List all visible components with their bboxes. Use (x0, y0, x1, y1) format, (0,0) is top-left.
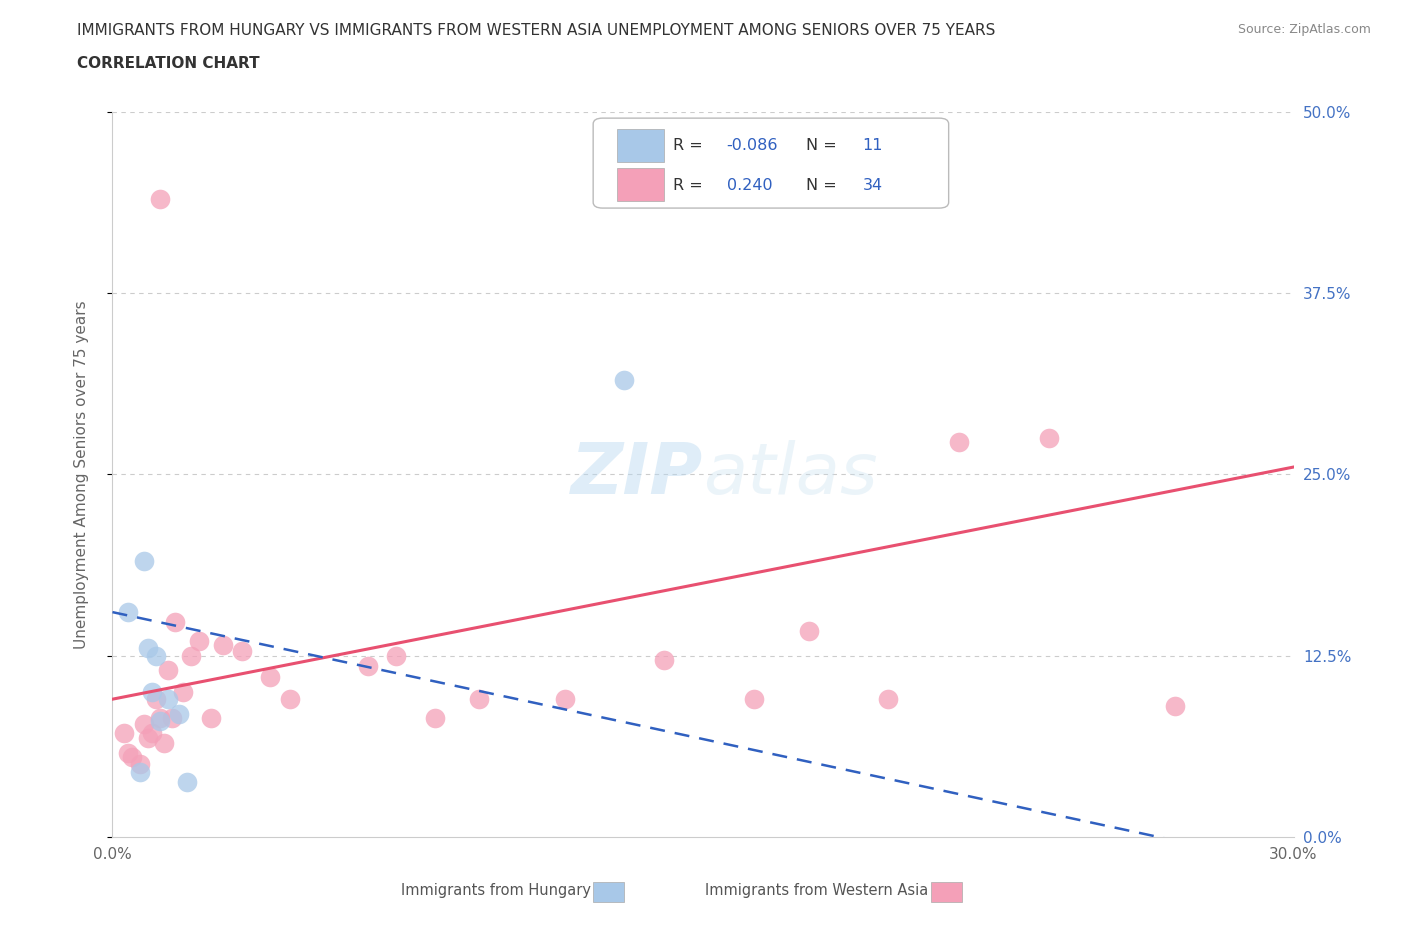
Point (652, 653, 675, 668)
Point (160, 711, 183, 725)
Point (742, 692, 765, 707)
Text: R =: R = (673, 178, 709, 193)
Text: N =: N = (806, 139, 842, 153)
Point (1038, 431, 1060, 445)
Point (141, 725, 163, 740)
Point (169, 706, 191, 721)
Text: -0.086: -0.086 (727, 139, 778, 153)
Point (141, 684, 163, 699)
Y-axis label: Unemployment Among Seniors over 75 years: Unemployment Among Seniors over 75 years (75, 300, 89, 648)
Point (149, 711, 172, 725)
Point (129, 764, 152, 779)
Text: 11: 11 (862, 139, 883, 153)
Point (1164, 699, 1187, 714)
Text: IMMIGRANTS FROM HUNGARY VS IMMIGRANTS FROM WESTERN ASIA UNEMPLOYMENT AMONG SENIO: IMMIGRANTS FROM HUNGARY VS IMMIGRANTS FR… (77, 23, 995, 38)
Point (613, 373, 636, 388)
Point (877, 692, 900, 707)
Point (259, 670, 281, 684)
Point (180, 648, 202, 663)
Point (145, 648, 167, 663)
Text: ZIP: ZIP (571, 440, 703, 509)
Point (121, 750, 143, 764)
Point (231, 644, 253, 658)
Point (145, 692, 167, 707)
Point (176, 775, 198, 790)
Point (152, 736, 174, 751)
Text: R =: R = (673, 139, 709, 153)
Point (278, 692, 301, 707)
Point (467, 692, 489, 707)
Point (357, 658, 380, 673)
Text: CORRELATION CHART: CORRELATION CHART (77, 56, 260, 71)
FancyBboxPatch shape (593, 118, 949, 208)
Text: atlas: atlas (703, 440, 877, 509)
Point (117, 746, 139, 761)
Point (425, 711, 447, 725)
Point (156, 692, 179, 707)
Point (385, 648, 408, 663)
Point (165, 615, 187, 630)
Point (156, 663, 179, 678)
Text: Source: ZipAtlas.com: Source: ZipAtlas.com (1237, 23, 1371, 36)
Point (132, 716, 155, 731)
Text: N =: N = (806, 178, 842, 193)
FancyBboxPatch shape (617, 129, 664, 162)
Point (117, 604, 139, 619)
Point (799, 623, 821, 638)
Point (211, 638, 233, 653)
Text: 34: 34 (862, 178, 883, 193)
Point (132, 554, 155, 569)
Point (188, 633, 211, 648)
Text: 0.240: 0.240 (727, 178, 772, 193)
Point (129, 757, 152, 772)
Point (112, 725, 135, 740)
FancyBboxPatch shape (617, 168, 664, 201)
Point (136, 731, 159, 746)
Point (200, 711, 222, 725)
Text: Immigrants from Western Asia: Immigrants from Western Asia (704, 884, 928, 898)
Point (172, 684, 194, 699)
Point (554, 692, 576, 707)
Point (149, 192, 172, 206)
Point (136, 641, 159, 656)
Point (149, 713, 172, 728)
Point (948, 435, 970, 450)
Text: Immigrants from Hungary: Immigrants from Hungary (401, 884, 591, 898)
